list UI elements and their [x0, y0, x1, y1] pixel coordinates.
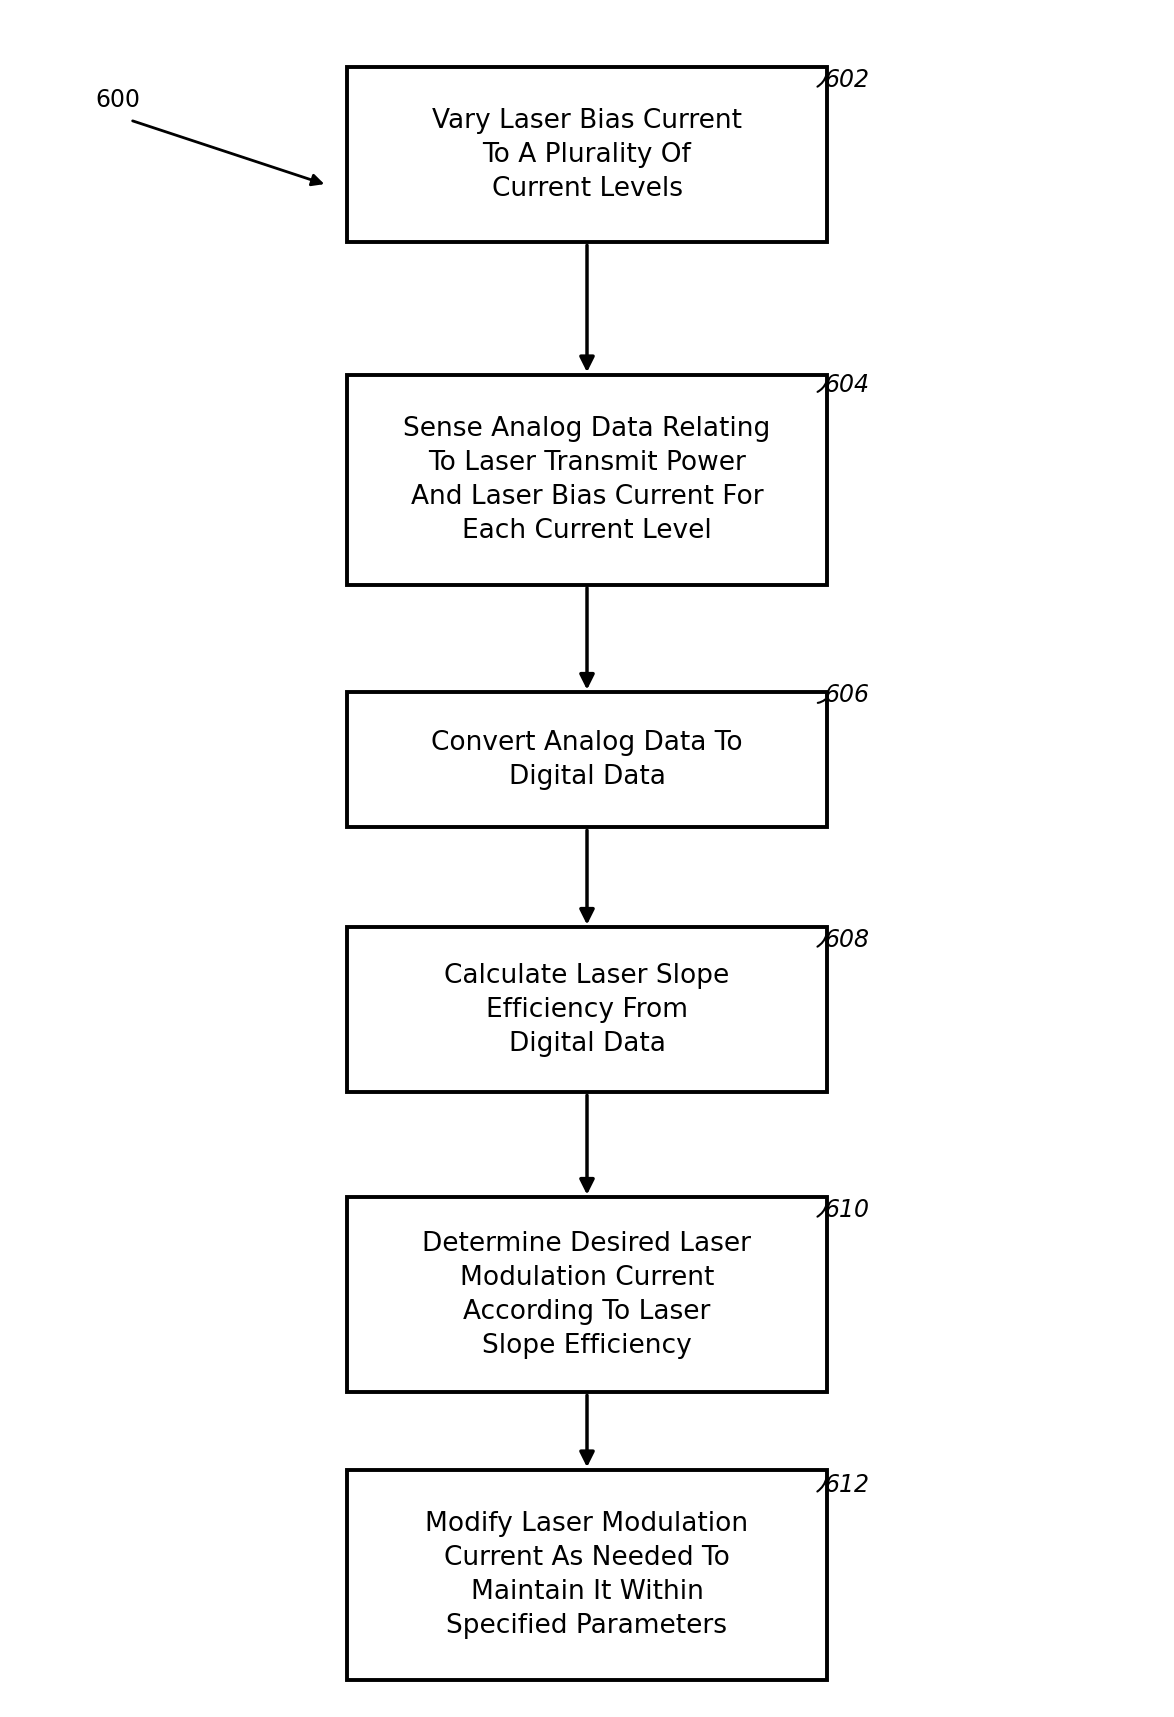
Bar — [348, 374, 826, 585]
Bar — [348, 692, 826, 828]
Text: Sense Analog Data Relating
To Laser Transmit Power
And Laser Bias Current For
Ea: Sense Analog Data Relating To Laser Tran… — [404, 416, 770, 544]
Text: Determine Desired Laser
Modulation Current
According To Laser
Slope Efficiency: Determine Desired Laser Modulation Curre… — [423, 1231, 751, 1358]
Text: 606: 606 — [825, 683, 870, 707]
Bar — [348, 1470, 826, 1679]
Bar — [348, 1197, 826, 1392]
Text: Convert Analog Data To
Digital Data: Convert Analog Data To Digital Data — [431, 730, 743, 790]
Text: 608: 608 — [825, 927, 870, 951]
Bar — [348, 927, 826, 1092]
Text: 610: 610 — [825, 1198, 870, 1223]
Text: 600: 600 — [95, 88, 140, 112]
Text: 602: 602 — [825, 69, 870, 93]
Text: 612: 612 — [825, 1473, 870, 1497]
Text: 604: 604 — [825, 373, 870, 397]
Bar — [348, 67, 826, 242]
Text: Modify Laser Modulation
Current As Needed To
Maintain It Within
Specified Parame: Modify Laser Modulation Current As Neede… — [425, 1511, 749, 1640]
Text: Calculate Laser Slope
Efficiency From
Digital Data: Calculate Laser Slope Efficiency From Di… — [445, 963, 729, 1058]
Text: Vary Laser Bias Current
To A Plurality Of
Current Levels: Vary Laser Bias Current To A Plurality O… — [432, 108, 742, 203]
